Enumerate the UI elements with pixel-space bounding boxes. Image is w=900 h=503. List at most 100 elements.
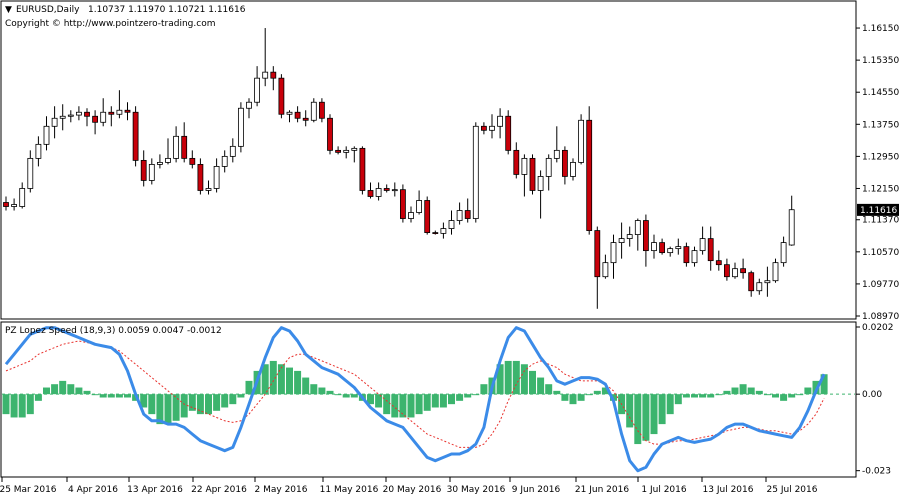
- histogram-bar: [2, 394, 10, 415]
- histogram-bar: [51, 384, 59, 395]
- candle: [675, 238, 682, 255]
- price-tick-label: 1.13750: [862, 120, 899, 130]
- indicator-pane-frame: [0, 321, 857, 478]
- candle-body-bull: [537, 176, 544, 191]
- candle: [626, 226, 633, 247]
- candle: [124, 102, 131, 121]
- candle-body-bull: [213, 166, 220, 189]
- axes: 1.16150 1.15350 1.14550 1.13750 1.12950 1.121…: [0, 24, 899, 495]
- candle: [497, 108, 504, 139]
- candle-body-bull: [472, 125, 479, 219]
- candle: [108, 106, 115, 127]
- histogram-bar: [399, 394, 407, 418]
- candle-body-bull: [626, 234, 633, 239]
- candle: [424, 196, 431, 235]
- candle-body-bull: [545, 157, 552, 177]
- candle: [11, 198, 18, 211]
- histogram-bar: [496, 364, 504, 395]
- candle-body-bull: [553, 149, 560, 159]
- candle: [416, 190, 423, 215]
- candle-body-bull: [448, 220, 455, 229]
- candle-body-bear: [740, 268, 746, 274]
- histogram-bar: [456, 394, 464, 401]
- candle-body-bear: [92, 115, 98, 123]
- candle: [318, 98, 325, 123]
- candle: [351, 146, 358, 163]
- histogram-bar: [302, 377, 310, 395]
- histogram-bar: [75, 387, 83, 395]
- candle: [391, 182, 398, 197]
- candle: [740, 258, 746, 279]
- candle: [553, 126, 560, 163]
- histogram-bar: [342, 394, 350, 398]
- candle: [302, 110, 309, 127]
- candle: [27, 150, 34, 193]
- candle-body-bear: [124, 109, 131, 113]
- candle-body-bear: [335, 149, 342, 153]
- histogram-bar: [124, 394, 131, 398]
- histogram-bar: [772, 394, 779, 398]
- histogram-bar: [140, 394, 148, 408]
- histogram-bar: [472, 394, 480, 396]
- date-label: 4 Apr 2016: [68, 485, 118, 495]
- candle-body-bear: [594, 230, 601, 278]
- price-tick-label: 1.16150: [862, 24, 899, 34]
- candle: [327, 114, 333, 155]
- price-tick-label: 1.12950: [862, 152, 899, 162]
- candle-body-bull: [570, 161, 576, 177]
- histogram-bar: [350, 394, 358, 398]
- candle: [537, 170, 544, 219]
- candle: [440, 222, 447, 239]
- histogram-bar: [148, 394, 156, 415]
- candle: [367, 182, 374, 199]
- histogram-bar: [666, 394, 674, 415]
- candle: [545, 154, 552, 191]
- candle: [51, 106, 58, 139]
- candle: [667, 246, 674, 257]
- histogram-bar: [172, 394, 180, 421]
- candle-body-bear: [659, 242, 665, 254]
- candle-body-bull: [173, 135, 180, 159]
- date-label: 2 May 2016: [255, 485, 308, 495]
- candle-body-bull: [286, 111, 293, 115]
- histogram-bar: [107, 394, 115, 398]
- candle-body-bull: [375, 188, 382, 197]
- candle-body-bull: [221, 155, 228, 167]
- histogram-bar: [115, 394, 123, 398]
- histogram-bar: [529, 370, 536, 395]
- histogram-bar: [658, 394, 666, 425]
- candle-body-bull: [578, 119, 584, 163]
- candle-body-bear: [480, 125, 487, 131]
- candle: [205, 180, 212, 195]
- date-label: 21 Jun 2016: [575, 485, 629, 495]
- price-tick-label: 1.12150: [862, 184, 899, 194]
- candle-body-bear: [197, 164, 204, 191]
- candle-body-bull: [408, 212, 414, 219]
- histogram-bar: [691, 394, 698, 398]
- histogram-bar: [739, 384, 747, 395]
- candle: [189, 150, 196, 169]
- candle: [286, 110, 293, 123]
- candle-body-bull: [116, 109, 123, 115]
- candle-body-bear: [643, 220, 649, 252]
- histogram-bar: [504, 360, 512, 395]
- histogram-bar: [699, 394, 707, 398]
- candle: [618, 222, 625, 259]
- candle-body-bear: [505, 115, 512, 151]
- candle: [521, 154, 528, 197]
- candle-body-bear: [529, 157, 536, 191]
- candle: [578, 114, 584, 165]
- candle: [92, 110, 98, 135]
- header-arrow-icon[interactable]: ▼: [5, 5, 12, 15]
- candle: [132, 106, 139, 167]
- indicator-tick-label: -0.023: [862, 467, 891, 477]
- histogram-bar: [448, 394, 455, 405]
- candle: [634, 218, 641, 251]
- price-tick-label: 1.11370: [862, 216, 899, 226]
- candle-body-bear: [513, 149, 520, 175]
- candle: [59, 104, 66, 131]
- ohlc-values: 1.10737 1.11970 1.10721 1.11616: [88, 5, 246, 15]
- histogram-bar: [34, 394, 42, 401]
